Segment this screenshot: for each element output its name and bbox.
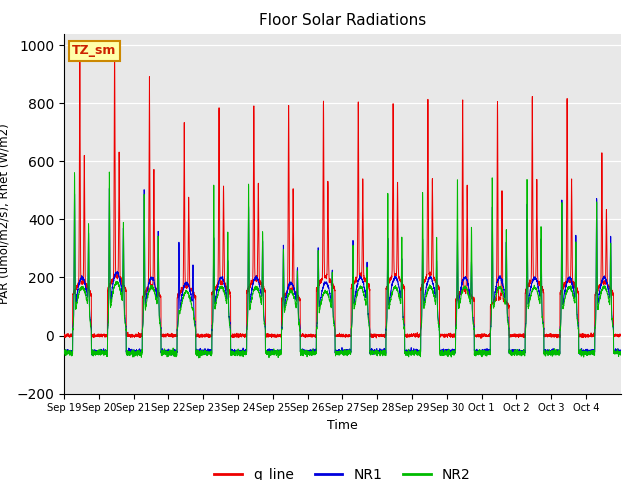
Legend: q_line, NR1, NR2: q_line, NR1, NR2 <box>209 462 476 480</box>
Title: Floor Solar Radiations: Floor Solar Radiations <box>259 13 426 28</box>
Y-axis label: PAR (umol/m2/s), Rnet (W/m2): PAR (umol/m2/s), Rnet (W/m2) <box>0 123 11 304</box>
Text: TZ_sm: TZ_sm <box>72 44 116 58</box>
X-axis label: Time: Time <box>327 419 358 432</box>
